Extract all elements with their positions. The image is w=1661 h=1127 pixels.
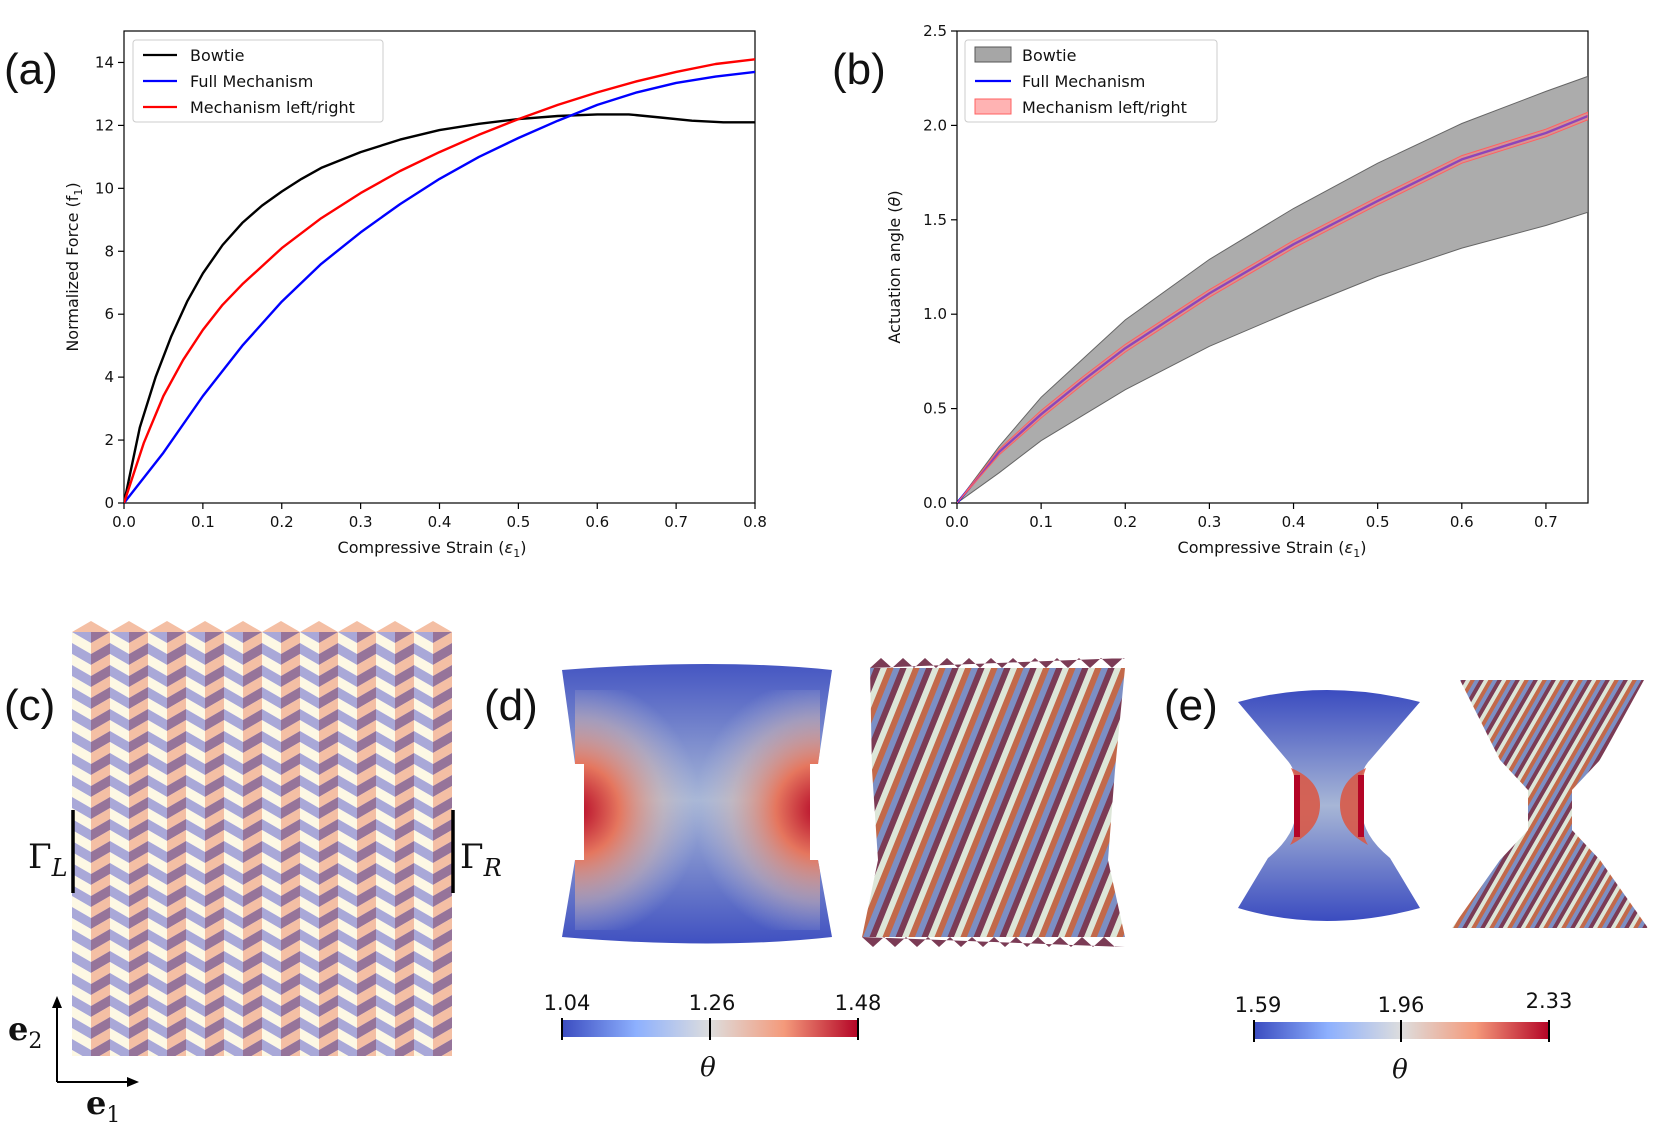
x-tick-label: 0.6 [1450, 513, 1474, 531]
x-tick-label: 0.4 [1282, 513, 1306, 531]
y-tick-label: 1.0 [923, 305, 947, 323]
panel-label-c: (c) [4, 681, 55, 730]
plot-b-y-ticks: 0.0 0.5 1.0 1.5 2.0 2.5 [923, 22, 957, 512]
panel-label-d: (d) [484, 681, 538, 730]
gamma-left-label: ΓL [28, 837, 68, 882]
plot-b-frame [956, 30, 1589, 504]
series-line-bowtie [124, 113, 755, 503]
panel-label-e: (e) [1164, 681, 1218, 730]
y-tick-label: 4 [104, 368, 114, 386]
series-band-mechanism-left-right [957, 111, 1588, 503]
x-tick-label: 0.1 [1029, 513, 1053, 531]
plot-b-legend: Bowtie Full Mechanism Mechanism left/rig… [964, 39, 1218, 123]
legend-a-full-label: Full Mechanism [190, 72, 313, 91]
colorbar-d-low-label: 1.04 [544, 991, 591, 1015]
x-tick-label: 0.3 [1197, 513, 1221, 531]
y-tick-label: 10 [95, 179, 114, 197]
series-band-bowtie [957, 75, 1588, 503]
y-tick-label: 0 [104, 494, 114, 512]
colorbar-e-mid-label: 1.96 [1378, 993, 1425, 1017]
x-tick-label: 0.4 [428, 513, 452, 531]
e2-arrowhead-icon [52, 996, 62, 1008]
gamma-right-label: ΓR [460, 837, 502, 882]
y-tick-label: 1.5 [923, 211, 947, 229]
x-tick-label: 0.1 [191, 513, 215, 531]
plot-b-series [957, 75, 1588, 503]
deformed-lattice-d-top [870, 658, 1125, 668]
series-line-full-mechanism [124, 70, 755, 503]
x-tick-label: 0.5 [1366, 513, 1390, 531]
legend-b-bowtie-label: Bowtie [1022, 46, 1076, 65]
colorbar-e-title: θ [1392, 1055, 1408, 1085]
y-tick-label: 2 [104, 431, 114, 449]
plot-b-xlabel: Compressive Strain (ε1) [1178, 538, 1367, 560]
e1-arrowhead-icon [127, 1077, 139, 1087]
y-tick-label: 8 [104, 242, 114, 260]
colorbar-d-title: θ [700, 1053, 716, 1083]
legend-b-full-label: Full Mechanism [1022, 72, 1145, 91]
plot-a-x-ticks: 0.0 0.1 0.2 0.3 0.4 0.5 0.6 0.7 0.8 [112, 503, 767, 531]
series-line-mechanism-left-right [124, 58, 755, 503]
y-tick-label: 6 [104, 305, 114, 323]
plot-a-ylabel: Normalized Force (f1) [63, 182, 85, 351]
y-tick-label: 12 [95, 116, 114, 134]
x-tick-label: 0.8 [743, 513, 767, 531]
y-tick-label: 0.0 [923, 494, 947, 512]
deformed-lattice-d-bottom [862, 937, 1125, 947]
chevron-lattice [72, 632, 452, 1056]
plot-a-xlabel: Compressive Strain (ε1) [338, 538, 527, 560]
y-tick-label: 0.5 [923, 400, 947, 418]
plot-b-x-ticks: 0.0 0.1 0.2 0.3 0.4 0.5 0.6 0.7 [945, 503, 1558, 531]
field-map-e [1238, 690, 1420, 921]
x-tick-label: 0.7 [664, 513, 688, 531]
x-tick-label: 0.3 [349, 513, 373, 531]
lattice-top-edge [72, 621, 452, 632]
legend-b-leftright-label: Mechanism left/right [1022, 98, 1187, 117]
x-tick-label: 0.5 [506, 513, 530, 531]
deformed-lattice-d [862, 668, 1125, 937]
x-tick-label: 0.7 [1534, 513, 1558, 531]
panel-label-a: (a) [4, 45, 58, 94]
legend-a-leftright-label: Mechanism left/right [190, 98, 355, 117]
x-tick-label: 0.2 [270, 513, 294, 531]
legend-b-leftright-swatch [974, 98, 1012, 115]
colorbar-d-high-label: 1.48 [835, 991, 882, 1015]
x-tick-label: 0.0 [945, 513, 969, 531]
x-tick-label: 0.2 [1113, 513, 1137, 531]
colorbar-d-mid-label: 1.26 [689, 991, 736, 1015]
axes-arrows [52, 996, 139, 1087]
legend-b-bowtie-swatch [974, 46, 1012, 63]
y-tick-label: 2.5 [923, 22, 947, 40]
y-tick-label: 14 [95, 53, 114, 71]
x-tick-label: 0.0 [112, 513, 136, 531]
y-tick-label: 2.0 [923, 116, 947, 134]
field-map-d [562, 664, 832, 944]
field-map-e-edge-right [1358, 775, 1364, 837]
plot-a-y-ticks: 0 2 4 6 8 10 12 14 [95, 53, 124, 512]
colorbar-e-low-label: 1.59 [1235, 993, 1282, 1017]
plot-a-legend: Bowtie Full Mechanism Mechanism left/rig… [132, 39, 384, 123]
plot-a-series [124, 58, 755, 503]
legend-a-bowtie-label: Bowtie [190, 46, 244, 65]
e1-label: e1 [86, 1084, 120, 1127]
field-map-e-edge-left [1294, 775, 1300, 837]
e2-label: e2 [8, 1010, 42, 1054]
panel-label-b: (b) [832, 45, 886, 94]
colorbar-e-high-label: 2.33 [1526, 989, 1573, 1013]
plot-b-ylabel: Actuation angle (θ) [885, 190, 904, 343]
x-tick-label: 0.6 [585, 513, 609, 531]
deformed-lattice-e [1452, 680, 1648, 928]
